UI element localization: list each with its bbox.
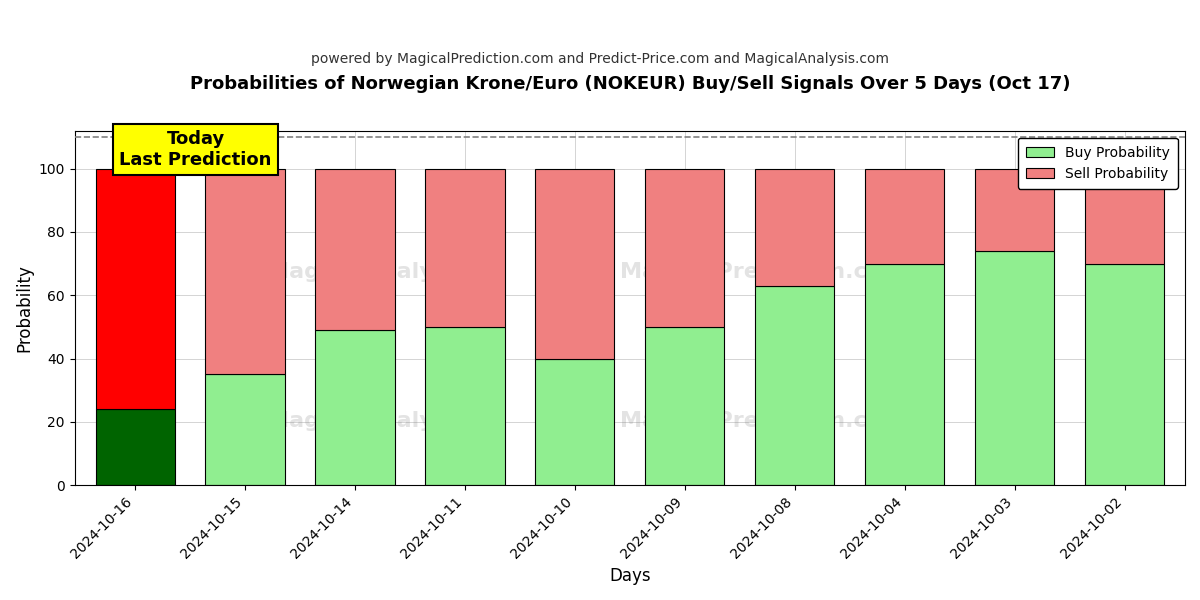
Bar [316, 169, 395, 330]
Bar [976, 251, 1054, 485]
Bar [1085, 263, 1164, 485]
Y-axis label: Probability: Probability [16, 264, 34, 352]
Bar [96, 169, 175, 409]
Text: powered by MagicalPrediction.com and Predict-Price.com and MagicalAnalysis.com: powered by MagicalPrediction.com and Pre… [311, 52, 889, 66]
Bar [646, 327, 725, 485]
Title: Probabilities of Norwegian Krone/Euro (NOKEUR) Buy/Sell Signals Over 5 Days (Oct: Probabilities of Norwegian Krone/Euro (N… [190, 75, 1070, 93]
Bar [865, 169, 944, 263]
Text: MagicalAnalysis.co: MagicalAnalysis.co [266, 412, 504, 431]
Bar [865, 263, 944, 485]
Bar [976, 169, 1054, 251]
Legend: Buy Probability, Sell Probability: Buy Probability, Sell Probability [1018, 137, 1178, 189]
Text: MagicalPrediction.com: MagicalPrediction.com [620, 412, 906, 431]
Bar [535, 169, 614, 359]
Bar [205, 374, 284, 485]
Bar [1085, 169, 1164, 263]
Bar [755, 169, 834, 286]
Text: Today
Last Prediction: Today Last Prediction [119, 130, 271, 169]
Text: MagicalAnalysis.co: MagicalAnalysis.co [266, 262, 504, 283]
Bar [316, 330, 395, 485]
X-axis label: Days: Days [610, 567, 650, 585]
Bar [425, 327, 504, 485]
Bar [646, 169, 725, 327]
Bar [96, 409, 175, 485]
Bar [425, 169, 504, 327]
Bar [755, 286, 834, 485]
Bar [205, 169, 284, 374]
Text: MagicalPrediction.com: MagicalPrediction.com [620, 262, 906, 283]
Bar [535, 359, 614, 485]
